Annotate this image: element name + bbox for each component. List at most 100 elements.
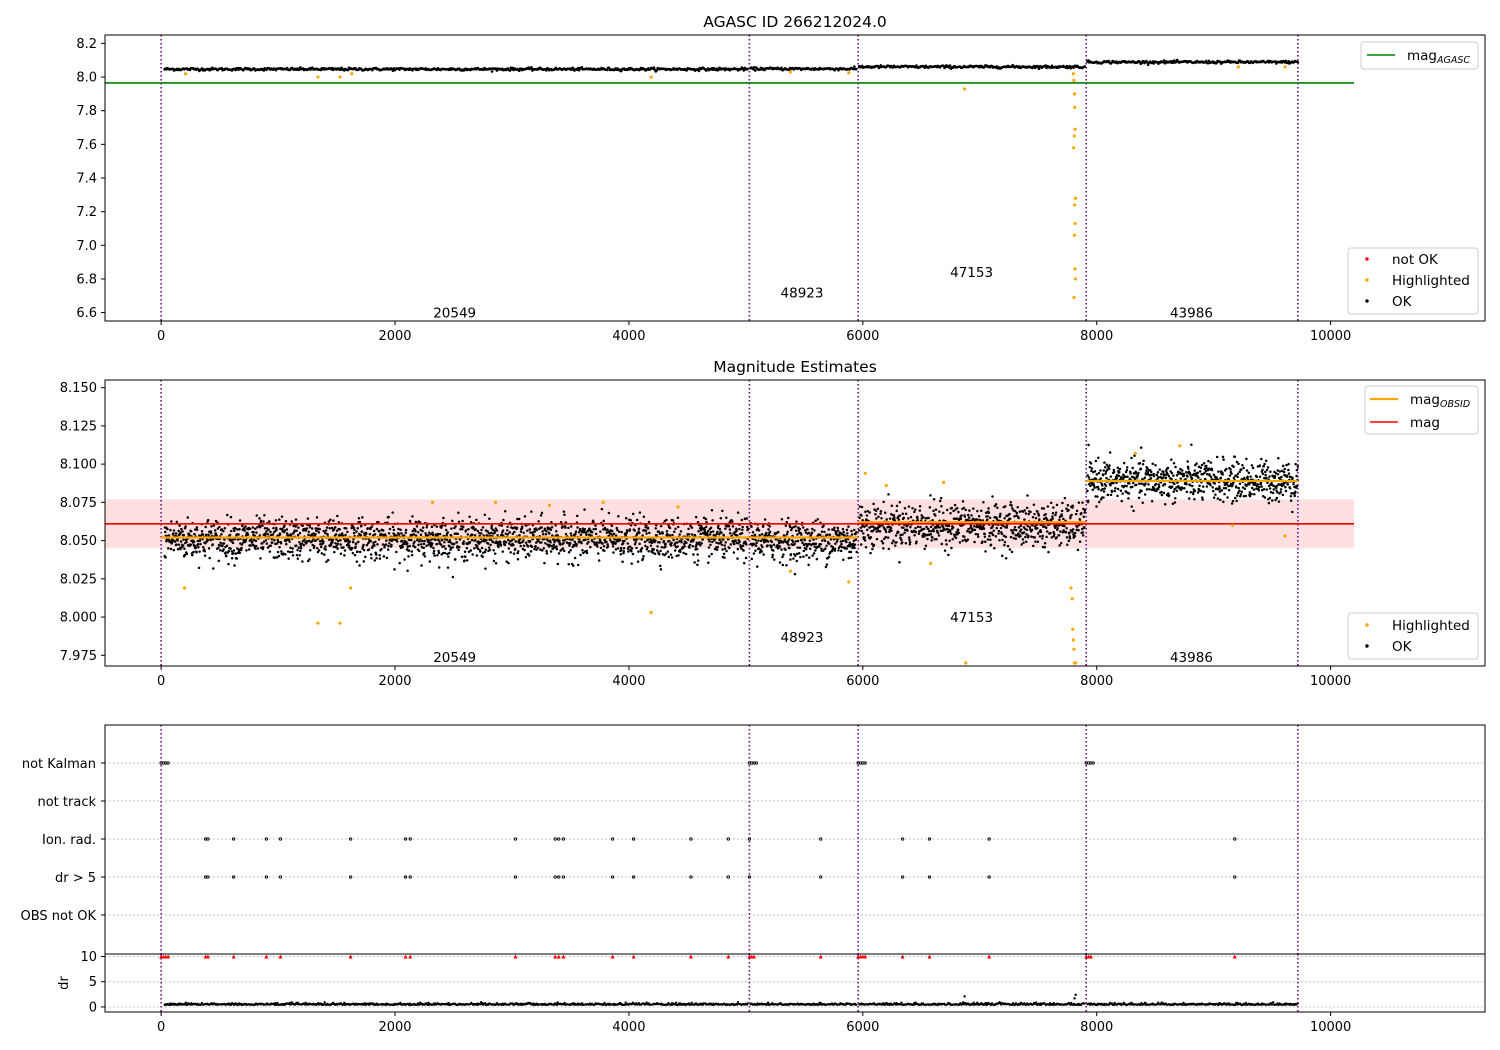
- ok-point: [778, 545, 781, 548]
- ok-point: [1279, 488, 1283, 491]
- ok-point: [299, 549, 302, 553]
- ok-point: [623, 539, 626, 543]
- ok-point: [852, 67, 855, 71]
- ok-point: [700, 541, 703, 545]
- ok-point: [236, 528, 239, 531]
- ok-point: [1236, 494, 1239, 497]
- ok-point: [492, 549, 495, 552]
- ok-point: [280, 550, 283, 553]
- ok-point: [822, 524, 825, 527]
- ok-point: [551, 534, 554, 537]
- ok-point: [308, 558, 311, 561]
- ok-point: [709, 530, 712, 534]
- ok-point: [479, 550, 482, 553]
- ok-point: [745, 517, 749, 520]
- ok-point: [410, 553, 414, 557]
- ok-point: [1256, 483, 1259, 486]
- ok-point: [203, 554, 207, 557]
- ok-point: [771, 555, 774, 559]
- ok-point: [387, 544, 390, 548]
- ok-point: [1200, 463, 1204, 467]
- ok-point: [395, 550, 398, 554]
- ok-point: [216, 527, 220, 530]
- ok-point: [311, 539, 314, 543]
- ok-point: [1167, 474, 1171, 478]
- ok-point: [179, 540, 183, 543]
- ok-point: [392, 538, 395, 541]
- ok-point: [719, 540, 723, 543]
- ok-point: [278, 546, 281, 549]
- ok-point: [707, 555, 711, 558]
- ok-point: [540, 541, 543, 544]
- ok-point: [687, 527, 690, 531]
- ok-point: [617, 514, 620, 518]
- ok-point: [298, 531, 302, 535]
- ok-point: [897, 518, 901, 521]
- ok-point: [448, 540, 452, 544]
- ok-point: [744, 556, 748, 560]
- ok-point: [1294, 490, 1297, 493]
- ok-point: [391, 511, 394, 514]
- ok-point: [536, 546, 540, 550]
- ok-point: [548, 532, 551, 535]
- ok-point: [1064, 530, 1068, 534]
- ok-point: [1232, 476, 1236, 480]
- ok-point: [443, 551, 447, 555]
- ok-point: [1150, 473, 1153, 477]
- ok-point: [366, 527, 370, 530]
- ok-point: [808, 547, 812, 551]
- ok-point: [172, 548, 176, 552]
- ok-point: [590, 531, 594, 534]
- ok-point: [1215, 476, 1218, 479]
- ok-point: [850, 529, 853, 533]
- ok-point: [736, 547, 740, 551]
- ok-point: [793, 542, 796, 546]
- ok-point: [244, 538, 248, 542]
- ok-point: [617, 530, 621, 534]
- ok-point: [971, 528, 974, 532]
- ok-point: [1160, 472, 1163, 476]
- ok-point: [624, 517, 628, 520]
- ok-point: [431, 531, 434, 535]
- ok-point: [1144, 473, 1148, 476]
- ok-point: [1125, 484, 1128, 488]
- ok-point: [715, 541, 718, 545]
- ok-point: [267, 520, 271, 523]
- ok-point: [754, 544, 758, 547]
- ok-point: [901, 512, 905, 515]
- ok-point: [1198, 484, 1201, 488]
- ok-point: [835, 531, 838, 534]
- highlighted-point: [184, 72, 188, 76]
- ok-point: [734, 539, 737, 542]
- ok-point: [1014, 537, 1018, 540]
- ok-point: [175, 543, 178, 546]
- ok-point: [1162, 491, 1166, 495]
- ok-point: [736, 557, 739, 560]
- ok-point: [956, 529, 960, 532]
- ok-point: [641, 534, 644, 537]
- ok-point: [820, 530, 824, 533]
- ok-point: [180, 527, 183, 531]
- ok-point: [687, 533, 691, 536]
- ok-point: [1073, 534, 1077, 538]
- ok-point: [1004, 556, 1008, 560]
- highlighted-point: [788, 70, 792, 74]
- ok-point: [315, 529, 318, 532]
- ok-point: [388, 542, 391, 545]
- ok-point: [263, 526, 267, 530]
- ok-point: [930, 539, 933, 542]
- ok-point: [1142, 459, 1145, 463]
- ok-point: [391, 525, 395, 529]
- ok-point: [863, 525, 866, 528]
- ok-point: [234, 552, 238, 555]
- ok-point: [762, 553, 765, 556]
- ok-point: [612, 551, 615, 554]
- ok-point: [725, 549, 728, 553]
- ok-point: [757, 539, 760, 542]
- ok-point: [800, 539, 803, 542]
- ok-point: [760, 533, 764, 536]
- ok-point: [1043, 541, 1047, 545]
- ok-point: [1052, 532, 1056, 536]
- ok-point: [882, 547, 885, 550]
- ok-point: [1027, 512, 1030, 516]
